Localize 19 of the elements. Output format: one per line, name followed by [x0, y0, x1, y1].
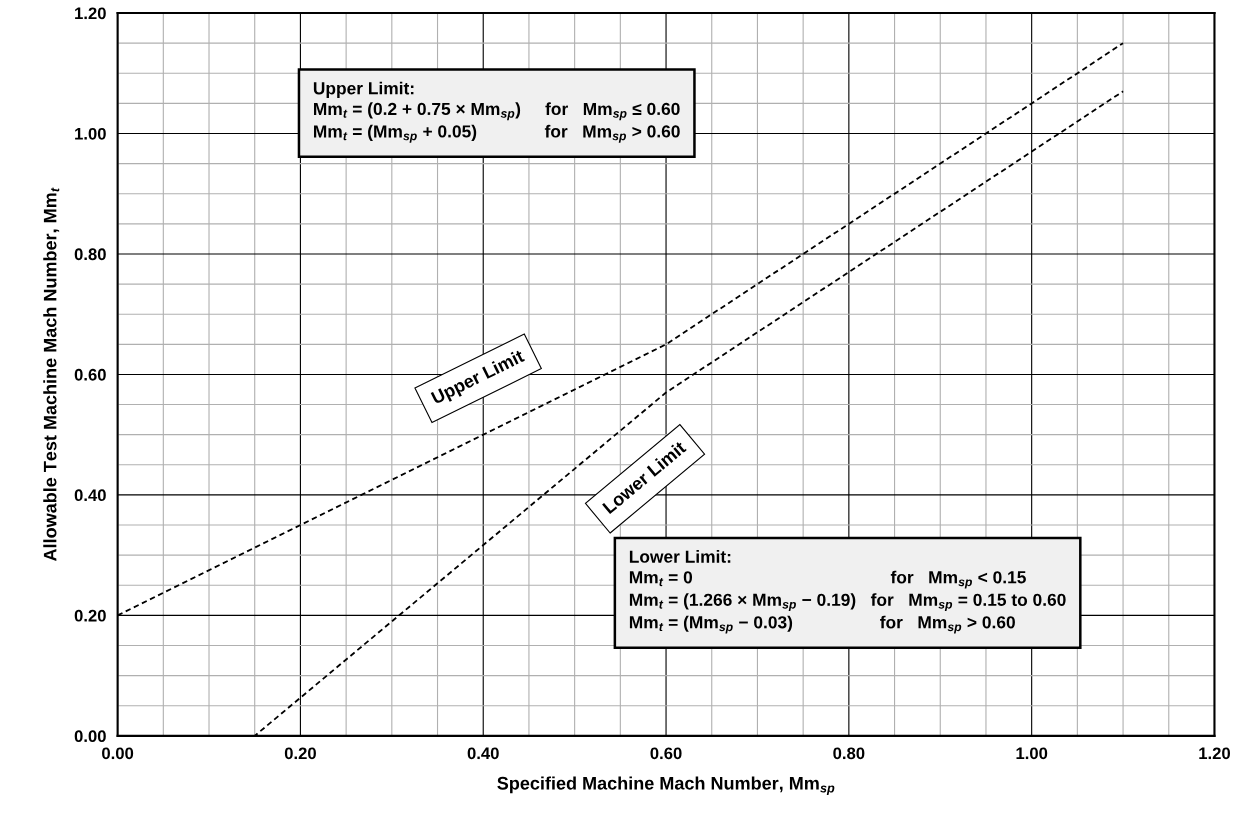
x-tick-label: 0.60	[650, 747, 682, 760]
text: Upper Limit	[430, 348, 527, 408]
y-tick-label: 0.80	[74, 248, 106, 261]
text: Lower Limit: Mm$_{t}$ = 0 for Mm$_{sp}$ < 0.15 Mm$_{t}$ = (1.266 × Mm$_{sp}$ − 0.19) for Mm$_{sp}$ = 0.15 to 0.60 Mm$_{t}$ = (Mm$_{sp}$ − 0.03) for Mm$_{sp}$ > 0.60	[629, 550, 1066, 634]
y-tick-label: 1.20	[75, 7, 106, 20]
x-tick-label: 1.00	[1016, 747, 1048, 760]
x-tick-label: 0.20	[284, 747, 316, 760]
text: Upper Limit: Mm$_{t}$ = (0.2 + 0.75 × Mm$_{sp}$) for Mm$_{sp}$ ≤ 0.60 Mm$_{t}$ = (Mm$_{sp}$ + 0.05) for Mm$_{sp}$ > 0.60	[313, 81, 680, 143]
x-axis-title: Specified Machine Mach Number, Mm$_{sp}$	[497, 776, 835, 795]
x-tick-label: 0.80	[833, 747, 865, 760]
y-tick-label: 0.60	[74, 368, 106, 381]
y-tick-label: 0.40	[74, 489, 106, 502]
y-axis-title: Allowable Test Machine Mach Number, Mm$_{t}$	[43, 187, 60, 562]
y-tick-label: 0.00	[74, 730, 106, 743]
y-tick-label: 0.20	[74, 609, 106, 622]
x-tick-label: 0.40	[467, 747, 499, 760]
y-tick-label: 1.00	[75, 127, 106, 140]
x-tick-label: 1.20	[1199, 747, 1231, 760]
x-tick-label: 0.00	[102, 747, 134, 760]
